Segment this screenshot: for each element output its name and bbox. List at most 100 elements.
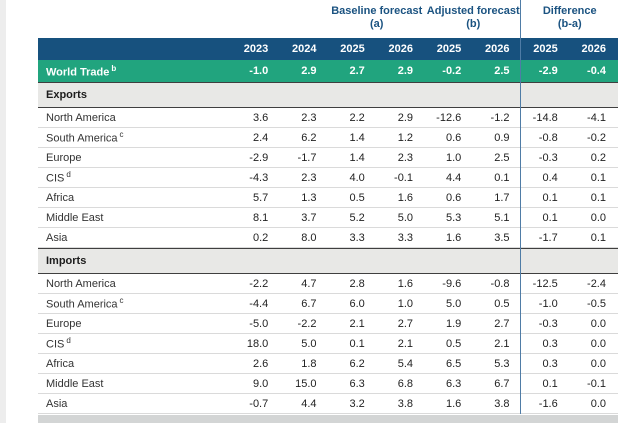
value-cell: -1.2: [490, 111, 510, 124]
value-cell: 2.3: [397, 151, 413, 164]
value-cell: 2.1: [397, 337, 413, 350]
region-name: South America: [46, 132, 118, 145]
value-cell: 2.9: [397, 111, 413, 124]
value-cell: 6.7: [494, 377, 510, 390]
column-group-baseline-forecast: Baseline forecast (a): [329, 0, 426, 31]
value-cell: -4.3: [249, 171, 269, 184]
left-edge-strip: [0, 0, 6, 423]
table-row: South America c -4.4 6.7 6.0 1.0 5.0 0.5 -1.0 -0.…: [38, 294, 618, 314]
value-cell: 2.2: [349, 111, 365, 124]
value-cell: -0.8: [538, 131, 558, 144]
value-cell: -0.4: [587, 65, 606, 77]
value-cell: 0.1: [494, 171, 510, 184]
region-name: CIS: [46, 172, 65, 185]
value-cell: 2025: [533, 43, 558, 55]
value-cell: 3.8: [494, 397, 510, 410]
value-cell: 5.4: [397, 357, 413, 370]
value-cell: 2.1: [494, 337, 510, 350]
group-label: Adjusted forecast: [426, 5, 520, 17]
value-cell: 2.7: [397, 317, 413, 330]
value-cell: 5.0: [445, 297, 462, 310]
value-cell: 5.0: [301, 337, 317, 350]
value-cell: 6.2: [301, 131, 317, 144]
region-label: South America c: [38, 130, 232, 145]
value-cell: 6.0: [349, 297, 365, 310]
value-cell: 6.5: [445, 357, 462, 370]
value-cell: 2.7: [349, 65, 365, 77]
table-body: Exports North America 3.6 2.3 2.2 2.9 -12.6 -1.…: [38, 82, 618, 414]
value-cell: 2025: [340, 43, 365, 55]
region-label: Europe: [38, 318, 232, 330]
value-cell: -0.1: [394, 171, 413, 184]
value-cell: 2026: [485, 43, 510, 55]
region-name: CIS: [46, 338, 65, 351]
table-row: Asia 0.2 8.0 3.3 3.3 1.6 3.5 -1.7 0.1: [38, 228, 618, 248]
region-label: Asia: [38, 232, 232, 244]
value-cell: 0.5: [494, 297, 510, 310]
value-cell: 0.6: [445, 131, 462, 144]
region-name: Europe: [46, 151, 82, 164]
value-cell: 18.0: [246, 337, 269, 350]
value-cell: 5.7: [252, 191, 269, 204]
table-row: Middle East 8.1 3.7 5.2 5.0 5.3 5.1 0.1 0.0: [38, 208, 618, 228]
value-cell: 1.0: [445, 151, 462, 164]
region-label: South America c: [38, 296, 232, 311]
value-cell: 2.5: [494, 151, 510, 164]
value-cell: 0.0: [590, 357, 606, 370]
value-cell: 2.4: [252, 131, 269, 144]
section-header-exports: Exports: [38, 82, 618, 108]
value-cell: 6.7: [301, 297, 317, 310]
value-cell: -0.8: [490, 277, 510, 290]
value-cell: 1.4: [349, 151, 365, 164]
value-cell: -14.8: [532, 111, 558, 124]
value-cell: 4.7: [301, 277, 317, 290]
region-label: Asia: [38, 398, 232, 410]
table-row: North America 3.6 2.3 2.2 2.9 -12.6 -1.2 -14.8 -…: [38, 108, 618, 128]
section-title: Exports: [46, 89, 87, 101]
region-label: CIS d: [38, 170, 232, 185]
value-cell: -1.7: [297, 151, 317, 164]
group-sublabel: (b): [466, 18, 481, 30]
region-name: Asia: [46, 231, 68, 244]
value-cell: -1.6: [538, 397, 558, 410]
value-cell: 1.3: [301, 191, 317, 204]
table-row: CIS d 18.0 5.0 0.1 2.1 0.5 2.1 0.3 0.0: [38, 334, 618, 354]
value-cell: 1.8: [301, 357, 317, 370]
value-cell: 0.5: [445, 337, 462, 350]
value-cell: 2.3: [301, 171, 317, 184]
value-cell: -0.7: [249, 397, 269, 410]
value-cell: 0.0: [590, 211, 606, 224]
value-cell: 1.9: [445, 317, 462, 330]
table-row: Europe -5.0 -2.2 2.1 2.7 1.9 2.7 -0.3 0.0: [38, 314, 618, 334]
table-row: North America -2.2 4.7 2.8 1.6 -9.6 -0.8 -12.5 -…: [38, 274, 618, 294]
region-label: North America: [38, 278, 232, 290]
value-cell: 0.1: [349, 337, 365, 350]
value-cell: 1.6: [445, 397, 462, 410]
table-row: CIS d -4.3 2.3 4.0 -0.1 4.4 0.1 0.4 0.1: [38, 168, 618, 188]
value-cell: 0.9: [494, 131, 510, 144]
trade-forecast-table: Baseline forecast (a) Adjusted forecast …: [38, 0, 618, 414]
value-cell: -5.0: [249, 317, 269, 330]
table-row: Asia -0.7 4.4 3.2 3.8 1.6 3.8 -1.6 0.0: [38, 394, 618, 414]
value-cell: 5.2: [349, 211, 365, 224]
value-cell: 1.2: [397, 131, 413, 144]
value-cell: 2023: [243, 43, 269, 55]
region-name: North America: [46, 277, 116, 290]
value-cell: 5.3: [494, 357, 510, 370]
value-cell: 0.1: [542, 211, 558, 224]
value-cell: 3.3: [349, 231, 365, 244]
region-name: Africa: [46, 357, 75, 370]
column-group-adjusted-forecast: Adjusted forecast (b): [425, 0, 522, 31]
value-cell: 0.1: [590, 171, 606, 184]
value-cell: -0.5: [587, 297, 606, 310]
value-cell: 4.4: [445, 171, 462, 184]
value-cell: 5.1: [494, 211, 510, 224]
value-cell: 0.6: [445, 191, 462, 204]
value-cell: 3.6: [252, 111, 269, 124]
value-cell: -0.1: [587, 377, 606, 390]
value-cell: 3.5: [494, 231, 510, 244]
region-name: South America: [46, 298, 118, 311]
value-cell: 0.0: [590, 337, 606, 350]
group-label: Baseline forecast: [331, 5, 423, 17]
